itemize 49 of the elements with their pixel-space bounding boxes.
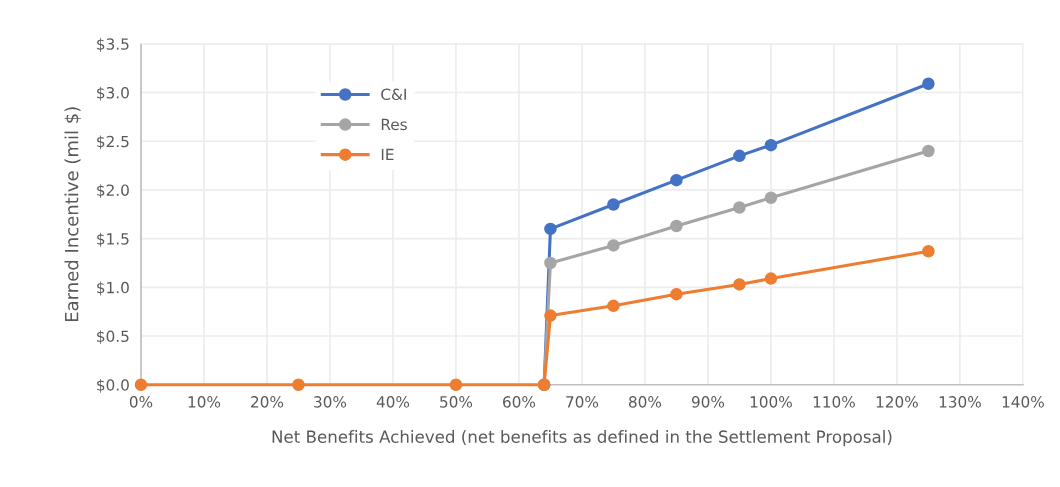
y-tick-label: $3.5 bbox=[97, 38, 129, 52]
point bbox=[733, 149, 746, 163]
point bbox=[922, 144, 935, 158]
y-tick-label: $2.5 bbox=[97, 135, 129, 150]
x-tick-label: 20% bbox=[251, 396, 284, 408]
x-tick-label: 30% bbox=[314, 396, 347, 408]
y-tick-label: $0.0 bbox=[97, 378, 129, 393]
point bbox=[449, 378, 463, 391]
point bbox=[922, 245, 935, 258]
x-tick-label: 120% bbox=[876, 396, 918, 408]
point bbox=[607, 198, 620, 211]
point bbox=[544, 222, 557, 236]
x-tick-label: 100% bbox=[750, 396, 792, 408]
point bbox=[544, 256, 557, 270]
legend-label: IE bbox=[381, 148, 394, 160]
y-tick-label: $1.5 bbox=[97, 232, 129, 247]
point bbox=[764, 138, 778, 152]
point bbox=[764, 272, 778, 285]
x-tick-label: 140% bbox=[1002, 396, 1044, 408]
x-tick-label: 70% bbox=[566, 396, 599, 408]
point bbox=[922, 77, 935, 91]
x-tick-label: 80% bbox=[628, 396, 662, 408]
point bbox=[670, 287, 683, 301]
point bbox=[733, 201, 746, 214]
point bbox=[670, 219, 683, 233]
x-tick-label: 60% bbox=[503, 396, 536, 408]
point bbox=[607, 299, 620, 313]
y-axis-title: Earned Incentive (mil $) bbox=[64, 107, 81, 322]
point bbox=[733, 278, 746, 291]
x-tick-label: 50% bbox=[440, 396, 473, 408]
point bbox=[670, 173, 683, 187]
point bbox=[292, 378, 305, 391]
legend-label: Res bbox=[381, 118, 407, 131]
x-tick-label: 40% bbox=[376, 396, 410, 408]
x-tick-label: 130% bbox=[939, 396, 981, 408]
x-tick-label: 90% bbox=[691, 396, 725, 408]
x-tick-label: 10% bbox=[188, 396, 221, 408]
y-tick-label: $0.5 bbox=[97, 330, 129, 345]
x-tick-label: 110% bbox=[813, 396, 855, 408]
point bbox=[134, 378, 148, 391]
y-tick-label: $3.0 bbox=[97, 86, 129, 101]
legend-label: C&I bbox=[381, 88, 406, 101]
y-tick-label: $2.0 bbox=[97, 184, 129, 198]
y-tick-label: $1.0 bbox=[97, 281, 129, 296]
point bbox=[544, 309, 557, 322]
point bbox=[607, 239, 620, 252]
point bbox=[764, 191, 778, 204]
x-tick-label: 0% bbox=[129, 396, 153, 408]
x-axis-title: Net Benefits Achieved (net benefits as defined in the Settlement Proposal) bbox=[272, 430, 892, 447]
